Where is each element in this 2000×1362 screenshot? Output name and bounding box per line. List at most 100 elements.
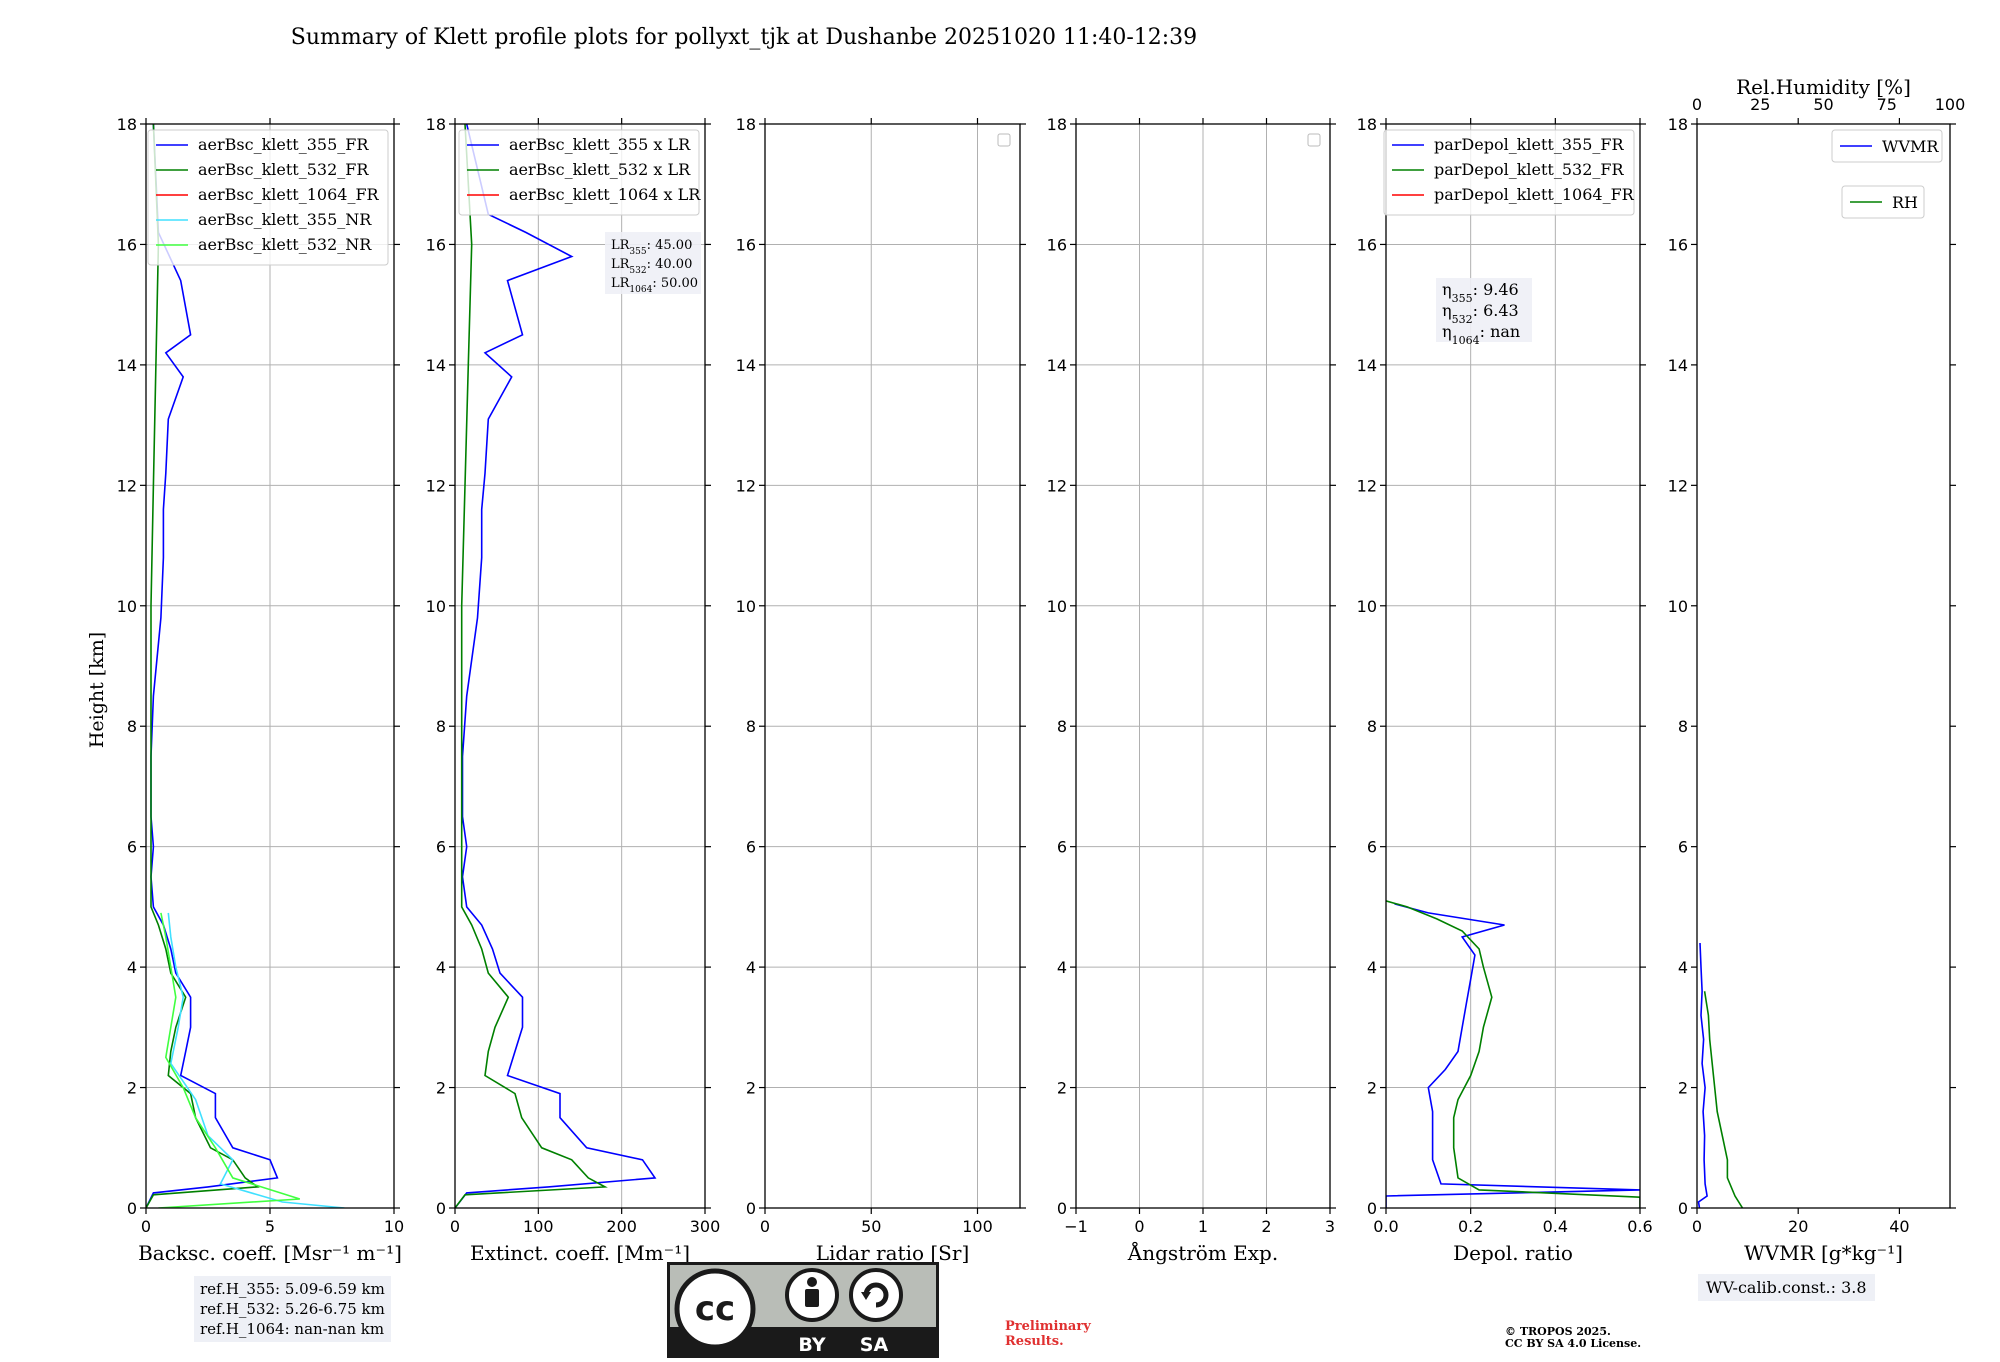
legend-label: RH <box>1892 193 1918 212</box>
legend-box <box>1383 129 1635 216</box>
panel-depol: 0 2 4 6 8 10 12 14 16 18 0.0 0.2 0.4 0.6 Depol. ratio p… <box>1357 115 1653 1265</box>
y-tick-label: 16 <box>117 235 137 254</box>
legend-label: parDepol_klett_355_FR <box>1434 135 1625 154</box>
y-tick-label: 6 <box>1367 838 1377 857</box>
x-axis-label: WVMR [g*kg⁻¹] <box>1744 1241 1903 1265</box>
y-tick-label: 18 <box>1047 115 1067 134</box>
legend-label: aerBsc_klett_532_FR <box>198 160 369 179</box>
x-tick-label: 100 <box>962 1217 993 1236</box>
x-tick-label: 0 <box>141 1217 151 1236</box>
series-line-aerBsc_klett_355_NR <box>167 912 345 1208</box>
legend-label: aerBsc_klett_532_NR <box>198 235 372 254</box>
y-tick-label: 14 <box>1047 356 1067 375</box>
eta-value: η355: 9.46 <box>1442 280 1519 305</box>
legend-box <box>1841 185 1925 219</box>
axes-frame <box>764 123 1021 1209</box>
y-tick-label: 10 <box>736 597 756 616</box>
y-tick-label: 2 <box>1678 1079 1688 1098</box>
x-tick-label: −1 <box>1064 1217 1088 1236</box>
series-line-aerBsc_klett_355_FR <box>146 124 279 1208</box>
y-tick-label: 12 <box>736 476 756 495</box>
preliminary-line-1: Preliminary <box>1005 1319 1091 1334</box>
ref-height-532: ref.H_532: 5.26-6.75 km <box>200 1300 385 1318</box>
panel-bsc: 0 2 4 6 8 10 12 14 16 18 0 5 10 Backsc. coeff. [Msr⁻¹… <box>117 115 405 1265</box>
copyright-line-2: CC BY SA 4.0 License. <box>1505 1337 1642 1350</box>
y-tick-label: 8 <box>746 717 756 736</box>
preliminary-line-2: Results. <box>1005 1334 1064 1349</box>
panel-lr: 0 2 4 6 8 10 12 14 16 18 0 50 100 Lidar ratio [Sr] <box>736 115 1026 1265</box>
cc-by-sa-icon: cc BY SA <box>667 1262 939 1358</box>
series-line-WVMR <box>1697 942 1708 1208</box>
y-tick-label: 6 <box>127 838 137 857</box>
y-tick-label: 2 <box>436 1079 446 1098</box>
x-tick-label: 0 <box>450 1217 460 1236</box>
y-tick-label: 16 <box>1668 235 1688 254</box>
y-tick-label: 12 <box>117 476 137 495</box>
wv-calib-box: WV-calib.const.: 3.8 <box>1698 1274 1875 1301</box>
figure-title: Summary of Klett profile plots for polly… <box>291 25 1197 50</box>
y-tick-label: 4 <box>127 958 137 977</box>
x-tick-label: 0 <box>1692 1217 1702 1236</box>
y-tick-label: 18 <box>1357 115 1377 134</box>
top-tick-label: 25 <box>1750 95 1770 114</box>
legend-label: aerBsc_klett_1064_FR <box>198 185 380 204</box>
y-tick-label: 6 <box>436 838 446 857</box>
x-tick-label: 0 <box>760 1217 770 1236</box>
y-tick-label: 0 <box>1367 1199 1377 1218</box>
legend-label: WVMR <box>1882 137 1939 156</box>
y-tick-label: 14 <box>117 356 137 375</box>
x-tick-label: 200 <box>606 1217 637 1236</box>
top-tick-label: 100 <box>1935 95 1966 114</box>
y-tick-label: 18 <box>1668 115 1688 134</box>
y-tick-label: 12 <box>1357 476 1377 495</box>
series-line-RH <box>1703 991 1744 1208</box>
x-axis-label: Lidar ratio [Sr] <box>816 1241 970 1265</box>
y-tick-label: 8 <box>127 717 137 736</box>
x-tick-label: 0 <box>1134 1217 1144 1236</box>
y-tick-label: 6 <box>746 838 756 857</box>
y-tick-label: 10 <box>1357 597 1377 616</box>
legend-label: aerBsc_klett_355 x LR <box>509 135 691 154</box>
y-tick-label: 10 <box>117 597 137 616</box>
x-tick-label: 10 <box>384 1217 404 1236</box>
y-tick-label: 6 <box>1057 838 1067 857</box>
eta-box <box>1436 278 1532 342</box>
y-tick-label: 4 <box>1678 958 1688 977</box>
x-axis-label: Extinct. coeff. [Mm⁻¹] <box>470 1241 690 1265</box>
empty-legend-box <box>997 133 1011 147</box>
y-tick-label: 2 <box>127 1079 137 1098</box>
y-axis-label: Height [km] <box>86 632 108 748</box>
cc-by-sa-badge: cc BY SA <box>667 1262 939 1358</box>
x-tick-label: 0.4 <box>1543 1217 1568 1236</box>
lidar-ratio-value: LR1064: 50.00 <box>611 276 698 295</box>
axes-frame <box>1696 123 1951 1209</box>
x-tick-label: 0.2 <box>1458 1217 1483 1236</box>
series-line-aerBsc_klett_532 x LR <box>455 124 608 1208</box>
y-tick-label: 16 <box>1357 235 1377 254</box>
y-tick-label: 4 <box>746 958 756 977</box>
y-tick-label: 0 <box>1678 1199 1688 1218</box>
lidar-ratio-box <box>605 232 701 294</box>
y-tick-label: 4 <box>1057 958 1067 977</box>
y-tick-label: 8 <box>436 717 446 736</box>
y-tick-label: 14 <box>426 356 446 375</box>
top-tick-label: 50 <box>1813 95 1833 114</box>
y-tick-label: 16 <box>1047 235 1067 254</box>
y-tick-label: 10 <box>1047 597 1067 616</box>
lidar-ratio-value: LR355: 45.00 <box>611 238 692 257</box>
axes-frame <box>454 123 706 1209</box>
legend-box <box>147 129 389 266</box>
top-tick-label: 0 <box>1692 95 1702 114</box>
eta-value: η1064: nan <box>1442 322 1520 347</box>
series-line-aerBsc_klett_532_NR <box>158 912 301 1208</box>
ref-height-355: ref.H_355: 5.09-6.59 km <box>200 1280 385 1298</box>
legend-label: aerBsc_klett_355_NR <box>198 210 372 229</box>
legend-label: aerBsc_klett_355_FR <box>198 135 369 154</box>
y-tick-label: 2 <box>746 1079 756 1098</box>
x-axis-label: Depol. ratio <box>1453 1241 1573 1265</box>
series-line-aerBsc_klett_532_FR <box>146 124 260 1208</box>
empty-legend-box <box>1307 133 1321 147</box>
